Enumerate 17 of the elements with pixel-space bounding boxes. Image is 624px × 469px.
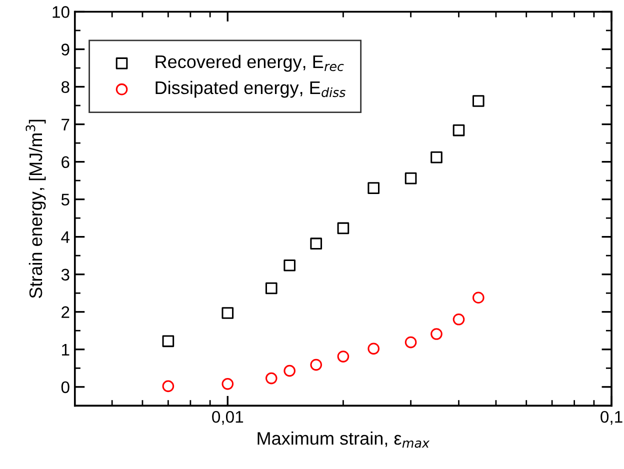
y-axis-title: Strain energy, [MJ/m$^{3}$] <box>26 120 46 298</box>
legend-label: Dissipated energy, E$_{diss}$ <box>156 80 346 98</box>
y-tick-label: 5 <box>61 194 70 206</box>
x-tick-label: 0,1 <box>600 410 622 425</box>
y-tick-label: 6 <box>62 156 70 168</box>
y-tick-label: 7 <box>62 118 70 130</box>
y-tick-label: 9 <box>62 44 70 56</box>
y-tick-label: 10 <box>52 6 70 18</box>
x-tick-label: 0,01 <box>212 410 244 425</box>
y-tick-label: 4 <box>61 231 70 243</box>
y-tick-label: 1 <box>62 344 70 356</box>
y-tick-label: 3 <box>61 268 70 281</box>
legend-label: Recovered energy, E$_{rec}$ <box>156 54 344 72</box>
x-axis-title: Maximum strain, ε$_{max}$ <box>258 432 430 448</box>
y-tick-label: 8 <box>61 81 70 93</box>
y-tick-label: 0 <box>61 381 70 394</box>
y-tick-label: 2 <box>62 306 70 318</box>
